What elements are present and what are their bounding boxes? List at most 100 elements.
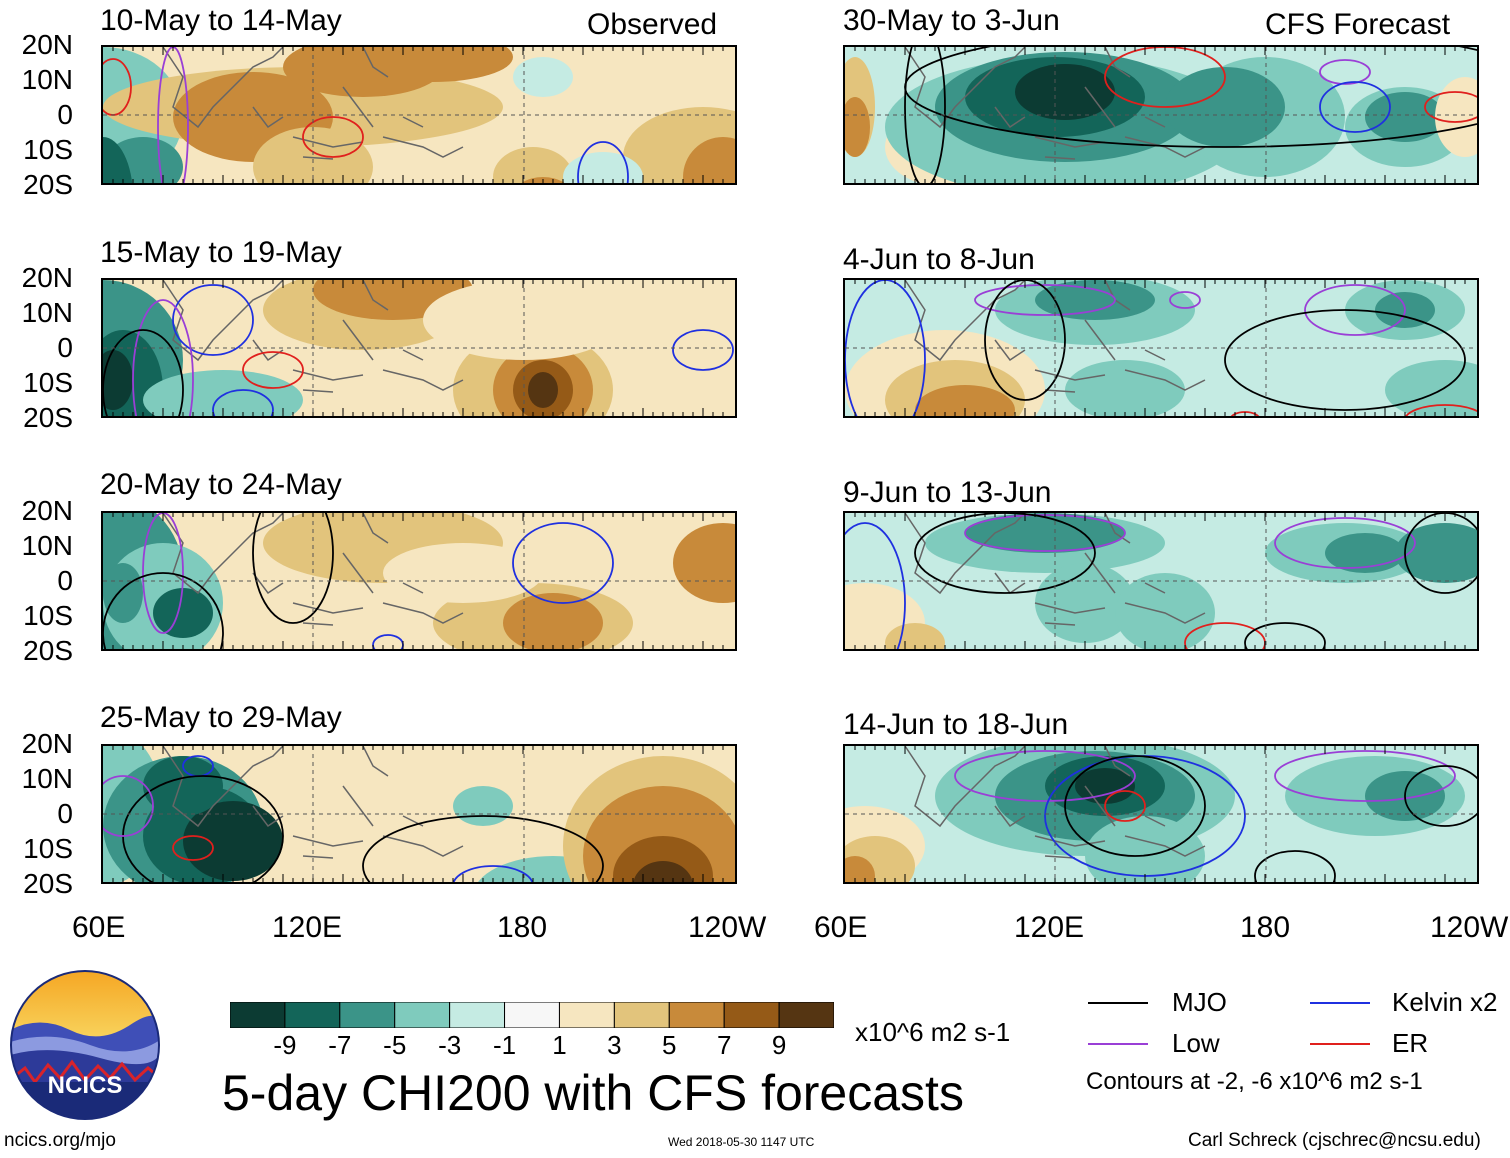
footer-author: Carl Schreck (cjschrec@ncsu.edu) <box>1188 1130 1481 1151</box>
chi200-map <box>845 280 1477 416</box>
map-panel-observed-1 <box>101 45 737 185</box>
contour-note: Contours at -2, -6 x10^6 m2 s-1 <box>1086 1068 1423 1095</box>
colorbar-swatch <box>449 1002 506 1028</box>
map-panel-forecast-2 <box>843 278 1479 418</box>
legend-line-er <box>1310 1043 1370 1045</box>
colorbar-swatch <box>284 1002 341 1028</box>
observed-label: Observed <box>587 8 718 41</box>
chi200-shading <box>453 786 513 826</box>
lon-label-120e-right: 120E <box>1014 911 1085 944</box>
lon-label-120w-right: 120W <box>1430 911 1509 944</box>
map-panel-observed-2 <box>101 278 737 418</box>
chi200-shading <box>103 350 133 410</box>
chi200-shading <box>915 385 1015 416</box>
wave-contour <box>512 522 614 604</box>
wave-contour <box>242 351 304 389</box>
ncics-logo: NCICS <box>10 970 160 1120</box>
colorbar-tick-label: -1 <box>492 1030 517 1060</box>
map-panel-observed-4 <box>101 744 737 884</box>
lat-label: 10S <box>23 600 73 631</box>
map-panel-forecast-4 <box>843 744 1479 884</box>
chi200-shading <box>513 57 573 97</box>
chi200-shading <box>845 97 870 157</box>
wave-contour <box>1104 790 1146 822</box>
colorbar-tick-label: -9 <box>273 1030 297 1060</box>
chi200-map <box>845 746 1477 882</box>
chi200-shading <box>103 137 133 183</box>
wave-contour <box>914 513 1096 594</box>
chi200-shading <box>143 756 223 816</box>
lat-label: 10N <box>21 297 73 328</box>
colorbar-swatch <box>558 1002 615 1028</box>
lat-label: 10N <box>21 530 73 561</box>
colorbar <box>230 1002 834 1028</box>
chi200-shading <box>1435 77 1477 157</box>
chi200-map <box>103 47 735 183</box>
wave-contour <box>1254 850 1336 882</box>
wave-contour <box>845 280 926 416</box>
legend-label-kelvin: Kelvin x2 <box>1392 987 1498 1017</box>
lat-label: 0 <box>57 99 73 130</box>
main-title: 5-day CHI200 with CFS forecasts <box>222 1065 964 1121</box>
wave-contour <box>1169 291 1201 309</box>
colorbar-units: x10^6 m2 s-1 <box>855 1017 1011 1047</box>
map-panel-observed-3 <box>101 511 737 651</box>
panel-title-forecast-1: 30-May to 3-Jun <box>843 4 1060 37</box>
wave-contour <box>302 116 364 158</box>
coastline <box>904 47 1206 160</box>
colorbar-swatch <box>613 1002 670 1028</box>
wave-contour <box>904 47 946 183</box>
lat-label: 20N <box>21 495 73 526</box>
lat-label: 0 <box>57 565 73 596</box>
lon-label-60e-left: 60E <box>72 911 126 944</box>
lat-label: 10S <box>23 833 73 864</box>
panel-title-observed-2: 15-May to 19-May <box>100 236 342 269</box>
wave-contour <box>984 280 1066 401</box>
chi200-shading <box>1035 563 1135 643</box>
chi200-shading <box>1075 768 1135 804</box>
wave-contour <box>157 47 189 183</box>
chi200-shading <box>1185 320 1345 416</box>
lat-label: 0 <box>57 332 73 363</box>
panel-title-forecast-3: 9-Jun to 13-Jun <box>843 476 1052 509</box>
colorbar-swatch <box>778 1002 834 1028</box>
chi200-map <box>103 280 735 416</box>
wave-contour <box>172 284 254 356</box>
lat-label: 10S <box>23 367 73 398</box>
cfs-forecast-label: CFS Forecast <box>1265 8 1451 41</box>
chi200-shading <box>483 746 563 776</box>
lon-label-120w-left: 120W <box>688 911 767 944</box>
lat-label: 20N <box>21 29 73 60</box>
chi200-shading <box>623 320 735 400</box>
colorbar-tick-label: 1 <box>552 1030 567 1060</box>
lat-label: 10N <box>21 64 73 95</box>
colorbar-tick-label: -7 <box>328 1030 352 1060</box>
chi200-shading <box>1165 67 1285 147</box>
colorbar-tick-label: -5 <box>383 1030 407 1060</box>
wave-contour <box>577 141 629 183</box>
footer-url[interactable]: ncics.org/mjo <box>4 1130 116 1151</box>
chi200-shading <box>1065 360 1185 416</box>
colorbar-swatch <box>668 1002 725 1028</box>
chi200-shading <box>845 856 875 882</box>
lat-label: 20S <box>23 635 73 666</box>
wave-contour <box>1304 284 1406 336</box>
colorbar-swatch <box>394 1002 451 1028</box>
lat-label: 0 <box>57 798 73 829</box>
legend-label-mjo: MJO <box>1172 987 1227 1017</box>
coastline <box>162 746 464 859</box>
wave-contour <box>1224 309 1466 411</box>
chi200-shading <box>633 861 693 882</box>
wave-contour <box>103 329 184 416</box>
chi200-shading <box>503 593 603 649</box>
lat-label: 20S <box>23 868 73 899</box>
wave-contour <box>845 522 906 649</box>
chi200-shading <box>493 147 573 183</box>
chi200-shading <box>528 372 558 408</box>
wave-contour <box>142 513 184 634</box>
legend-line-mjo <box>1088 1002 1148 1004</box>
coastline <box>162 513 464 626</box>
lat-label: 10S <box>23 134 73 165</box>
chi200-map <box>845 513 1477 649</box>
chi200-shading <box>383 543 543 603</box>
